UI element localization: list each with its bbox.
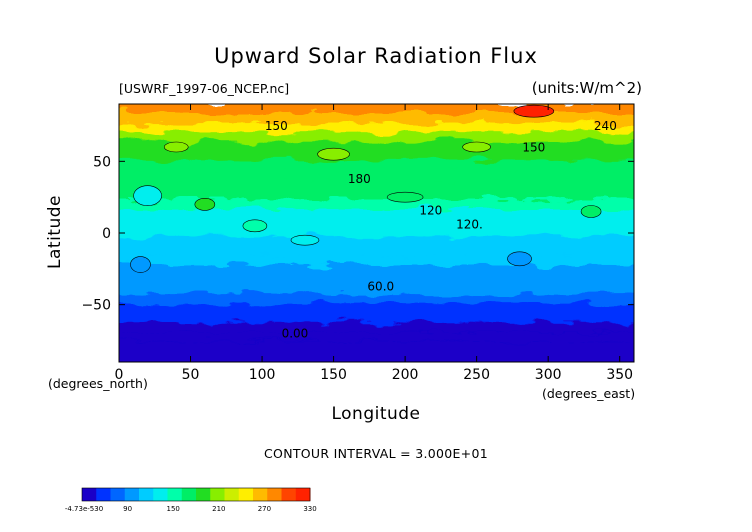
colorbar-swatch	[196, 488, 211, 501]
colorbar-swatch	[82, 488, 97, 501]
heatmap-band	[119, 227, 634, 239]
heatmap-patch	[386, 191, 424, 203]
x-tick-label: 150	[320, 367, 347, 383]
contour-label: 240	[594, 119, 617, 133]
y-tick-label: 50	[93, 154, 111, 170]
colorbar-swatch	[181, 488, 197, 501]
heatmap-band	[119, 180, 634, 191]
colorbar-label: 270	[258, 505, 271, 513]
heatmap-band	[119, 322, 634, 335]
heatmap-band	[119, 151, 634, 163]
x-axis: 0 50 100 150 200 250 300 350	[115, 104, 633, 383]
y-axis: −50 0 50	[81, 154, 634, 314]
heatmap-band	[119, 246, 634, 257]
x-tick-label: 300	[535, 367, 562, 383]
heatmap-band	[119, 104, 634, 116]
x-tick-label: 50	[182, 367, 200, 383]
heatmap-band	[119, 264, 634, 277]
colorbar-swatch	[153, 488, 168, 501]
heatmap-band	[119, 332, 634, 343]
heatmap-band	[119, 199, 634, 212]
heatmap-band	[119, 254, 634, 267]
colorbar-swatch	[295, 488, 311, 501]
colorbar-swatch	[238, 488, 254, 501]
x-tick-label: 200	[392, 367, 419, 383]
colorbar-label: -4.73e-530	[65, 505, 103, 513]
heatmap-band	[119, 170, 634, 183]
heatmap-band	[119, 236, 634, 249]
heatmap-patch	[133, 185, 162, 207]
colorbar-label: 330	[303, 505, 316, 513]
colorbar-swatch	[96, 488, 111, 501]
contour-label: 60.0	[367, 279, 394, 293]
x-tick-label: 0	[115, 367, 124, 383]
x-axis-label: Longitude	[331, 404, 421, 424]
contour-label: 120.	[456, 218, 483, 232]
colorbar-swatch	[167, 488, 183, 501]
heatmap-patches	[130, 104, 602, 273]
heatmap-band	[119, 293, 634, 306]
heatmap-patch	[462, 141, 491, 153]
colorbar-swatch	[267, 488, 282, 501]
heatmap-band	[119, 189, 634, 202]
x-unit-left: (degrees_north)	[48, 376, 148, 391]
heatmap-patch	[507, 251, 532, 267]
contour-label: 150	[522, 140, 545, 154]
colorbar-swatch	[110, 488, 126, 501]
x-unit-right: (degrees_east)	[542, 386, 636, 401]
heatmap-band	[119, 123, 634, 134]
chart-title: Upward Solar Radiation Flux	[214, 44, 538, 68]
heatmap-band	[119, 312, 634, 325]
colorbar-label: 90	[123, 505, 132, 513]
heatmap-patch	[580, 205, 602, 218]
heatmap-patch	[163, 141, 189, 153]
colorbar-swatch	[253, 488, 268, 501]
colorbar-label: 150	[167, 505, 180, 513]
contour-labels: 150 150 240 180 120 120. 60.0 0.00	[265, 119, 617, 341]
colorbar-label: 210	[212, 505, 225, 513]
y-tick-label: −50	[81, 298, 111, 314]
heatmap-patch	[317, 147, 350, 161]
heatmap-band	[119, 303, 634, 315]
contour-interval: CONTOUR INTERVAL = 3.000E+01	[264, 446, 488, 461]
heatmap-patch	[513, 104, 555, 118]
x-tick-label: 350	[606, 367, 633, 383]
heatmap-band	[119, 341, 634, 362]
colorbar-swatch	[281, 488, 297, 501]
heatmap-band	[119, 275, 634, 286]
contour-label: 0.00	[282, 327, 309, 341]
contour-label: 180	[348, 172, 371, 186]
colorbar-swatch	[124, 488, 140, 501]
y-tick-label: 0	[102, 226, 111, 242]
colorbar: -4.73e-530 90 150 210 270 330	[65, 487, 317, 513]
heatmap-band	[119, 131, 634, 144]
colorbar-swatch	[224, 488, 240, 501]
heatmap-band	[119, 113, 634, 126]
x-tick-label: 250	[463, 367, 490, 383]
file-label: [USWRF_1997-06_NCEP.nc]	[119, 81, 290, 96]
heatmap-patch	[194, 198, 216, 211]
heatmap-band	[119, 209, 634, 220]
heatmap-patch	[290, 234, 320, 246]
colorbar-swatch	[210, 488, 225, 501]
heatmap-band	[119, 283, 634, 296]
x-tick-label: 100	[249, 367, 276, 383]
units-label: (units:W/m^2)	[531, 79, 642, 97]
colorbar-frame	[81, 487, 311, 502]
heatmap-patch	[130, 256, 151, 273]
heatmap-band	[119, 141, 634, 154]
heatmap-band	[119, 160, 634, 173]
contour-label: 150	[265, 119, 288, 133]
heatmap-bands	[119, 104, 634, 362]
y-axis-label: Latitude	[45, 195, 65, 269]
colorbar-swatch	[139, 488, 154, 501]
heatmap-patch	[242, 219, 268, 233]
contour-label: 120	[419, 203, 442, 217]
